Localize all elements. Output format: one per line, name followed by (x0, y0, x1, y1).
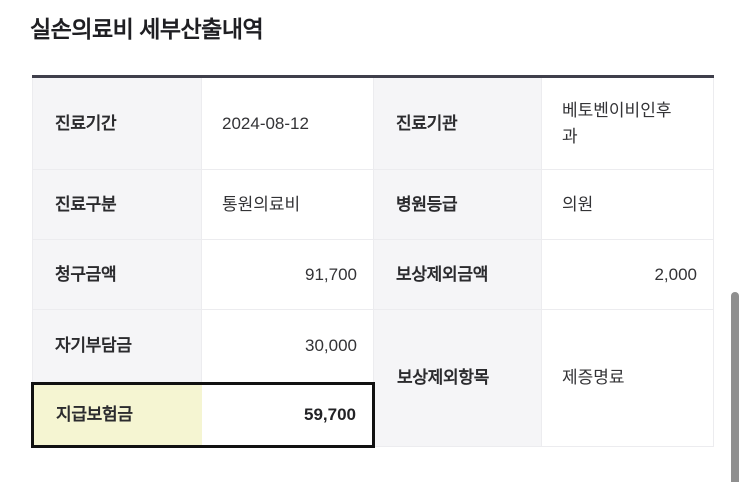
treatment-period-label: 진료기간 (32, 76, 202, 170)
table-row: 자기부담금 30,000 보상제외항목 제증명료 (32, 309, 714, 447)
self-payment-label: 자기부담금 (32, 309, 202, 384)
medical-expense-detail-table: 진료기간 2024-08-12 진료기관 베토벤이비인후과 진료구분 통원의료비… (31, 75, 714, 448)
hospital-grade-value: 의원 (541, 169, 714, 240)
table-row: 청구금액 91,700 보상제외금액 2,000 (32, 239, 714, 310)
compensation-excluded-item-label: 보상제외항목 (373, 309, 542, 447)
compensation-excluded-amount-value: 2,000 (541, 239, 714, 310)
medical-institution-label: 진료기관 (373, 76, 542, 170)
hospital-grade-label: 병원등급 (373, 169, 542, 240)
claimed-amount-label: 청구금액 (32, 239, 202, 310)
table-row: 진료기간 2024-08-12 진료기관 베토벤이비인후과 (32, 76, 714, 170)
paid-insurance-amount-value: 59,700 (201, 382, 375, 448)
treatment-type-label: 진료구분 (32, 169, 202, 240)
medical-institution-value: 베토벤이비인후과 (541, 76, 714, 170)
treatment-type-value: 통원의료비 (201, 169, 374, 240)
table-row: 진료구분 통원의료비 병원등급 의원 (32, 169, 714, 240)
vertical-scrollbar-thumb[interactable] (731, 292, 739, 482)
compensation-excluded-item-value: 제증명료 (541, 309, 714, 447)
treatment-period-value: 2024-08-12 (201, 76, 374, 170)
table-row-highlighted: 지급보험금 59,700 (31, 382, 714, 448)
paid-insurance-amount-label: 지급보험금 (31, 382, 202, 448)
self-payment-value: 30,000 (201, 309, 374, 384)
page-title: 실손의료비 세부산출내역 (30, 16, 264, 42)
claimed-amount-value: 91,700 (201, 239, 374, 310)
compensation-excluded-amount-label: 보상제외금액 (373, 239, 542, 310)
